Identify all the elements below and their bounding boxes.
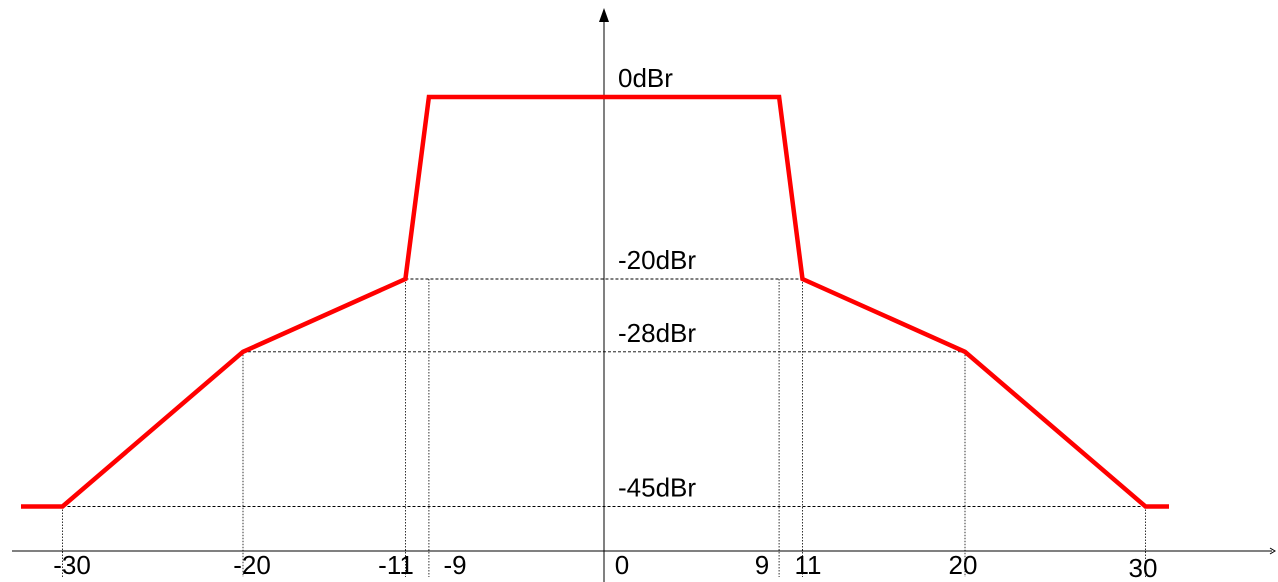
x-tick-label: -20: [233, 550, 271, 580]
labels: 0dBr -20dBr -28dBr -45dBr -30 -20 -11 -9 0 9 11 20 3…: [53, 63, 1157, 582]
x-tick-label: -11: [378, 550, 414, 580]
x-axis-arrow-icon: [1269, 547, 1276, 555]
mask-line: [21, 94, 1169, 509]
x-tick-label: 30: [1129, 553, 1158, 582]
level-label: -45dBr: [618, 473, 696, 503]
level-label: -20dBr: [618, 245, 696, 275]
level-label: -28dBr: [618, 318, 696, 348]
spectral-mask: [21, 94, 1169, 509]
x-tick-label: 11: [795, 550, 822, 580]
x-tick-label: 0: [615, 550, 629, 580]
x-tick-label: -30: [53, 550, 91, 580]
x-tick-label: 9: [755, 550, 769, 580]
axes: [12, 8, 1276, 582]
level-label: 0dBr: [618, 63, 673, 93]
x-tick-label: -9: [443, 550, 466, 580]
x-tick-label: 20: [949, 550, 978, 580]
y-axis-arrow-icon: [599, 8, 609, 22]
